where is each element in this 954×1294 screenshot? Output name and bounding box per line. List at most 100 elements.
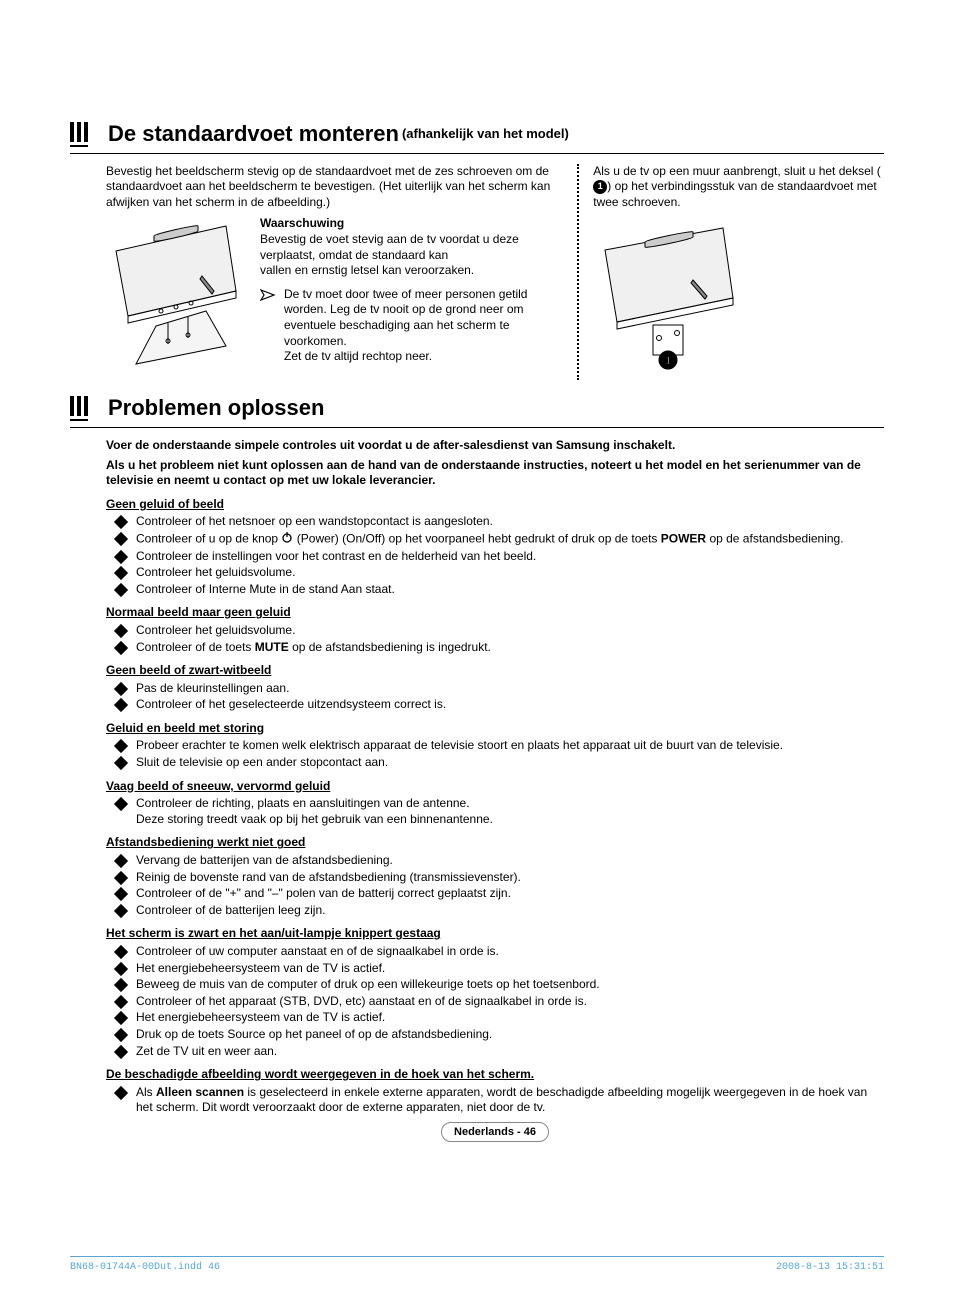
- list-item: Controleer of Interne Mute in de stand A…: [106, 582, 884, 598]
- list-item-text: Controleer het geluidsvolume.: [136, 565, 884, 581]
- list-item: Beweeg de muis van de computer of druk o…: [106, 977, 884, 993]
- diamond-bullet-icon: [114, 995, 128, 1009]
- diamond-bullet-icon: [114, 756, 128, 770]
- list-item: Sluit de televisie op een ander stopcont…: [106, 755, 884, 771]
- diamond-bullet-icon: [114, 871, 128, 885]
- list-item-text: Het energiebeheersysteem van de TV is ac…: [136, 1010, 884, 1026]
- group-list: Controleer de richting, plaats en aanslu…: [106, 796, 884, 827]
- list-item: Controleer of u op de knop (Power) (On/O…: [106, 531, 884, 548]
- list-item-text: Pas de kleurinstellingen aan.: [136, 681, 884, 697]
- tv-stand-illustration: [106, 216, 246, 376]
- bold-term: MUTE: [255, 640, 289, 654]
- list-item: Controleer de instellingen voor het cont…: [106, 549, 884, 565]
- list-item: Controleer de richting, plaats en aanslu…: [106, 796, 884, 827]
- list-item-text: Controleer of het apparaat (STB, DVD, et…: [136, 994, 884, 1010]
- group-list: Controleer of uw computer aanstaat en of…: [106, 944, 884, 1059]
- list-item-text: Controleer of uw computer aanstaat en of…: [136, 944, 884, 960]
- diamond-bullet-icon: [114, 1044, 128, 1058]
- diamond-bullet-icon: [114, 887, 128, 901]
- list-item-text: Controleer het geluidsvolume.: [136, 623, 884, 639]
- diamond-bullet-icon: [114, 978, 128, 992]
- list-item-text: Controleer of het netsnoer op een wandst…: [136, 514, 884, 530]
- list-item: Probeer erachter te komen welk elektrisc…: [106, 738, 884, 754]
- list-item-text: Sluit de televisie op een ander stopcont…: [136, 755, 884, 771]
- diamond-bullet-icon: [114, 624, 128, 638]
- list-item-text: Controleer of de toets MUTE op de afstan…: [136, 640, 884, 656]
- list-item-text: Vervang de batterijen van de afstandsbed…: [136, 853, 884, 869]
- diamond-bullet-icon: [114, 532, 128, 546]
- bold-term: POWER: [661, 531, 706, 545]
- list-item-text: Controleer of de "+" and "–" polen van d…: [136, 886, 884, 902]
- diamond-bullet-icon: [114, 515, 128, 529]
- diamond-bullet-icon: [114, 797, 128, 811]
- footer: BN68-01744A-00Dut.indd 46 2008-8-13 15:3…: [70, 1256, 884, 1274]
- list-item: Als Alleen scannen is geselecteerd in en…: [106, 1085, 884, 1116]
- list-item: Vervang de batterijen van de afstandsbed…: [106, 853, 884, 869]
- section1-title: De standaardvoet monteren: [108, 120, 399, 149]
- power-icon: [281, 531, 293, 548]
- page-number-badge: Nederlands - 46: [441, 1122, 549, 1142]
- list-item-text: Controleer of u op de knop (Power) (On/O…: [136, 531, 884, 548]
- group-list: Pas de kleurinstellingen aan.Controleer …: [106, 681, 884, 713]
- heading-decor: [70, 122, 88, 147]
- section2-title: Problemen oplossen: [108, 394, 324, 423]
- list-item: Het energiebeheersysteem van de TV is ac…: [106, 1010, 884, 1026]
- bold-term: Alleen scannen: [156, 1085, 244, 1099]
- group-list: Controleer of het netsnoer op een wandst…: [106, 514, 884, 597]
- list-item-text: Controleer de richting, plaats en aanslu…: [136, 796, 884, 827]
- footer-right: 2008-8-13 15:31:51: [776, 1261, 884, 1274]
- diamond-bullet-icon: [114, 904, 128, 918]
- diamond-bullet-icon: [114, 682, 128, 696]
- diamond-bullet-icon: [114, 945, 128, 959]
- group-heading: Geluid en beeld met storing: [106, 721, 884, 737]
- diamond-bullet-icon: [114, 566, 128, 580]
- group-list: Vervang de batterijen van de afstandsbed…: [106, 853, 884, 918]
- list-item: Controleer of uw computer aanstaat en of…: [106, 944, 884, 960]
- group-heading: Vaag beeld of sneeuw, vervormd geluid: [106, 779, 884, 795]
- list-item: Controleer het geluidsvolume.: [106, 565, 884, 581]
- list-item-text: Controleer of de batterijen leeg zijn.: [136, 903, 884, 919]
- list-item: Reinig de bovenste rand van de afstandsb…: [106, 870, 884, 886]
- section2-heading: Problemen oplossen: [70, 394, 884, 428]
- list-item-text: Controleer de instellingen voor het cont…: [136, 549, 884, 565]
- list-item-text: Het energiebeheersysteem van de TV is ac…: [136, 961, 884, 977]
- diamond-bullet-icon: [114, 583, 128, 597]
- group-heading: Afstandsbediening werkt niet goed: [106, 835, 884, 851]
- group-list: Probeer erachter te komen welk elektrisc…: [106, 738, 884, 770]
- group-heading: Geen geluid of beeld: [106, 497, 884, 513]
- list-item: Controleer of de toets MUTE op de afstan…: [106, 640, 884, 656]
- list-item-text: Controleer of Interne Mute in de stand A…: [136, 582, 884, 598]
- diamond-bullet-icon: [114, 962, 128, 976]
- note-row: De tv moet door twee of meer personen ge…: [260, 287, 557, 365]
- group-heading: Normaal beeld maar geen geluid: [106, 605, 884, 621]
- tv-wall-illustration: 1: [593, 220, 743, 380]
- note-text: De tv moet door twee of meer personen ge…: [284, 287, 527, 348]
- section1-body: Bevestig het beeldscherm stevig op de st…: [106, 164, 884, 381]
- warning-label: Waarschuwing: [260, 216, 557, 232]
- section1-heading: De standaardvoet monteren (afhankelijk v…: [70, 120, 884, 154]
- list-item-text: Reinig de bovenste rand van de afstandsb…: [136, 870, 884, 886]
- list-item-text: Druk op de toets Source op het paneel of…: [136, 1027, 884, 1043]
- list-item: Controleer of het netsnoer op een wandst…: [106, 514, 884, 530]
- list-item-text: Probeer erachter te komen welk elektrisc…: [136, 738, 884, 754]
- circled-one-icon: 1: [593, 180, 607, 194]
- list-item: Controleer of de "+" and "–" polen van d…: [106, 886, 884, 902]
- section1-right: Als u de tv op een muur aanbrengt, sluit…: [577, 164, 884, 381]
- right-text-b: ) op het verbindingsstuk van de standaar…: [593, 179, 877, 209]
- document-page: De standaardvoet monteren (afhankelijk v…: [0, 0, 954, 1294]
- section1-left: Bevestig het beeldscherm stevig op de st…: [106, 164, 557, 381]
- list-item: Controleer of het geselecteerde uitzends…: [106, 697, 884, 713]
- list-item-text: Controleer of het geselecteerde uitzends…: [136, 697, 884, 713]
- list-item: Controleer of de batterijen leeg zijn.: [106, 903, 884, 919]
- diamond-bullet-icon: [114, 854, 128, 868]
- list-item-text: Als Alleen scannen is geselecteerd in en…: [136, 1085, 884, 1116]
- list-item: Pas de kleurinstellingen aan.: [106, 681, 884, 697]
- note-text-2: Zet de tv altijd rechtop neer.: [284, 349, 432, 363]
- warning-block: Waarschuwing Bevestig de voet stevig aan…: [260, 216, 557, 376]
- warning-text: Bevestig de voet stevig aan de tv voorda…: [260, 232, 557, 263]
- list-item: Het energiebeheersysteem van de TV is ac…: [106, 961, 884, 977]
- list-item: Controleer of het apparaat (STB, DVD, et…: [106, 994, 884, 1010]
- diamond-bullet-icon: [114, 739, 128, 753]
- heading-decor-2: [70, 396, 88, 421]
- warning-text2: vallen en ernstig letsel kan veroorzaken…: [260, 263, 557, 279]
